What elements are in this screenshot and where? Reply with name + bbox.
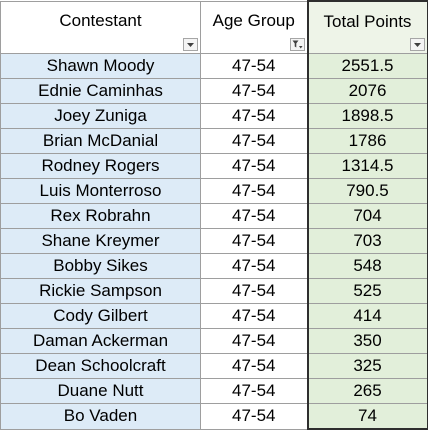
contestant-cell[interactable]: Duane Nutt — [0, 378, 201, 404]
age-group-cell[interactable]: 47-54 — [200, 353, 308, 379]
contestant-cell[interactable]: Dean Schoolcraft — [0, 353, 201, 379]
total-points-filter-button[interactable] — [409, 38, 425, 51]
table-row: Shane Kreymer 47-54 703 — [0, 228, 428, 254]
table-row: Rex Robrahn 47-54 704 — [0, 203, 428, 229]
total-points-cell[interactable]: 704 — [306, 203, 428, 229]
contestant-cell[interactable]: Rex Robrahn — [0, 203, 201, 229]
age-group-cell[interactable]: 47-54 — [200, 228, 308, 254]
contestant-cell[interactable]: Luis Monterroso — [0, 178, 201, 204]
contestant-cell[interactable]: Shawn Moody — [0, 53, 201, 79]
total-points-cell[interactable]: 548 — [306, 253, 428, 279]
age-group-cell[interactable]: 47-54 — [200, 203, 308, 229]
total-points-cell[interactable]: 703 — [306, 228, 428, 254]
table-row: Shawn Moody 47-54 2551.5 — [0, 53, 428, 79]
total-points-cell[interactable]: 2551.5 — [306, 53, 428, 79]
table-row: Dean Schoolcraft 47-54 325 — [0, 353, 428, 379]
contestant-cell[interactable]: Rickie Sampson — [0, 278, 201, 304]
total-points-header-label: Total Points — [323, 11, 412, 31]
total-points-cell[interactable]: 74 — [306, 403, 428, 430]
age-group-header-label: Age Group — [212, 11, 295, 31]
age-group-cell[interactable]: 47-54 — [200, 78, 308, 104]
table-row: Duane Nutt 47-54 265 — [0, 378, 428, 404]
total-points-cell[interactable]: 790.5 — [306, 178, 428, 204]
age-group-cell[interactable]: 47-54 — [200, 53, 308, 79]
dropdown-arrow-icon — [187, 42, 194, 47]
age-group-header[interactable]: Age Group — [200, 0, 308, 54]
age-group-filter-button[interactable] — [289, 38, 305, 51]
table-row: Luis Monterroso 47-54 790.5 — [0, 178, 428, 204]
age-group-cell[interactable]: 47-54 — [200, 403, 308, 430]
total-points-cell[interactable]: 325 — [306, 353, 428, 379]
contestant-cell[interactable]: Ednie Caminhas — [0, 78, 201, 104]
table-row: Bobby Sikes 47-54 548 — [0, 253, 428, 279]
table-row: Rodney Rogers 47-54 1314.5 — [0, 153, 428, 179]
contestant-header-label: Contestant — [59, 11, 142, 31]
total-points-cell[interactable]: 1314.5 — [306, 153, 428, 179]
contestant-filter-button[interactable] — [183, 38, 198, 51]
total-points-cell[interactable]: 1898.5 — [306, 103, 428, 129]
table-row: Brian McDanial 47-54 1786 — [0, 128, 428, 154]
contestant-cell[interactable]: Shane Kreymer — [0, 228, 201, 254]
contestant-cell[interactable]: Brian McDanial — [0, 128, 201, 154]
contestant-cell[interactable]: Joey Zuniga — [0, 103, 201, 129]
age-group-cell[interactable]: 47-54 — [200, 128, 308, 154]
age-group-cell[interactable]: 47-54 — [200, 103, 308, 129]
total-points-cell[interactable]: 525 — [306, 278, 428, 304]
total-points-cell[interactable]: 265 — [306, 378, 428, 404]
active-filter-icon — [292, 40, 302, 49]
header-row: Contestant Age Group Total Points — [0, 0, 428, 54]
total-points-header[interactable]: Total Points — [306, 0, 428, 54]
table-row: Rickie Sampson 47-54 525 — [0, 278, 428, 304]
contestant-header[interactable]: Contestant — [0, 0, 201, 54]
dropdown-arrow-icon — [413, 42, 421, 47]
age-group-cell[interactable]: 47-54 — [200, 378, 308, 404]
total-points-cell[interactable]: 350 — [306, 328, 428, 354]
age-group-cell[interactable]: 47-54 — [200, 303, 308, 329]
contestant-cell[interactable]: Bo Vaden — [0, 403, 201, 430]
table-row: Daman Ackerman 47-54 350 — [0, 328, 428, 354]
contestant-cell[interactable]: Rodney Rogers — [0, 153, 201, 179]
age-group-cell[interactable]: 47-54 — [200, 153, 308, 179]
age-group-cell[interactable]: 47-54 — [200, 178, 308, 204]
total-points-cell[interactable]: 2076 — [306, 78, 428, 104]
table-row: Ednie Caminhas 47-54 2076 — [0, 78, 428, 104]
contestant-cell[interactable]: Cody Gilbert — [0, 303, 201, 329]
table-row: Joey Zuniga 47-54 1898.5 — [0, 103, 428, 129]
age-group-cell[interactable]: 47-54 — [200, 253, 308, 279]
table-row: Bo Vaden 47-54 74 — [0, 403, 428, 430]
contestant-cell[interactable]: Daman Ackerman — [0, 328, 201, 354]
total-points-cell[interactable]: 1786 — [306, 128, 428, 154]
total-points-cell[interactable]: 414 — [306, 303, 428, 329]
table-row: Cody Gilbert 47-54 414 — [0, 303, 428, 329]
contestant-cell[interactable]: Bobby Sikes — [0, 253, 201, 279]
age-group-cell[interactable]: 47-54 — [200, 278, 308, 304]
age-group-cell[interactable]: 47-54 — [200, 328, 308, 354]
